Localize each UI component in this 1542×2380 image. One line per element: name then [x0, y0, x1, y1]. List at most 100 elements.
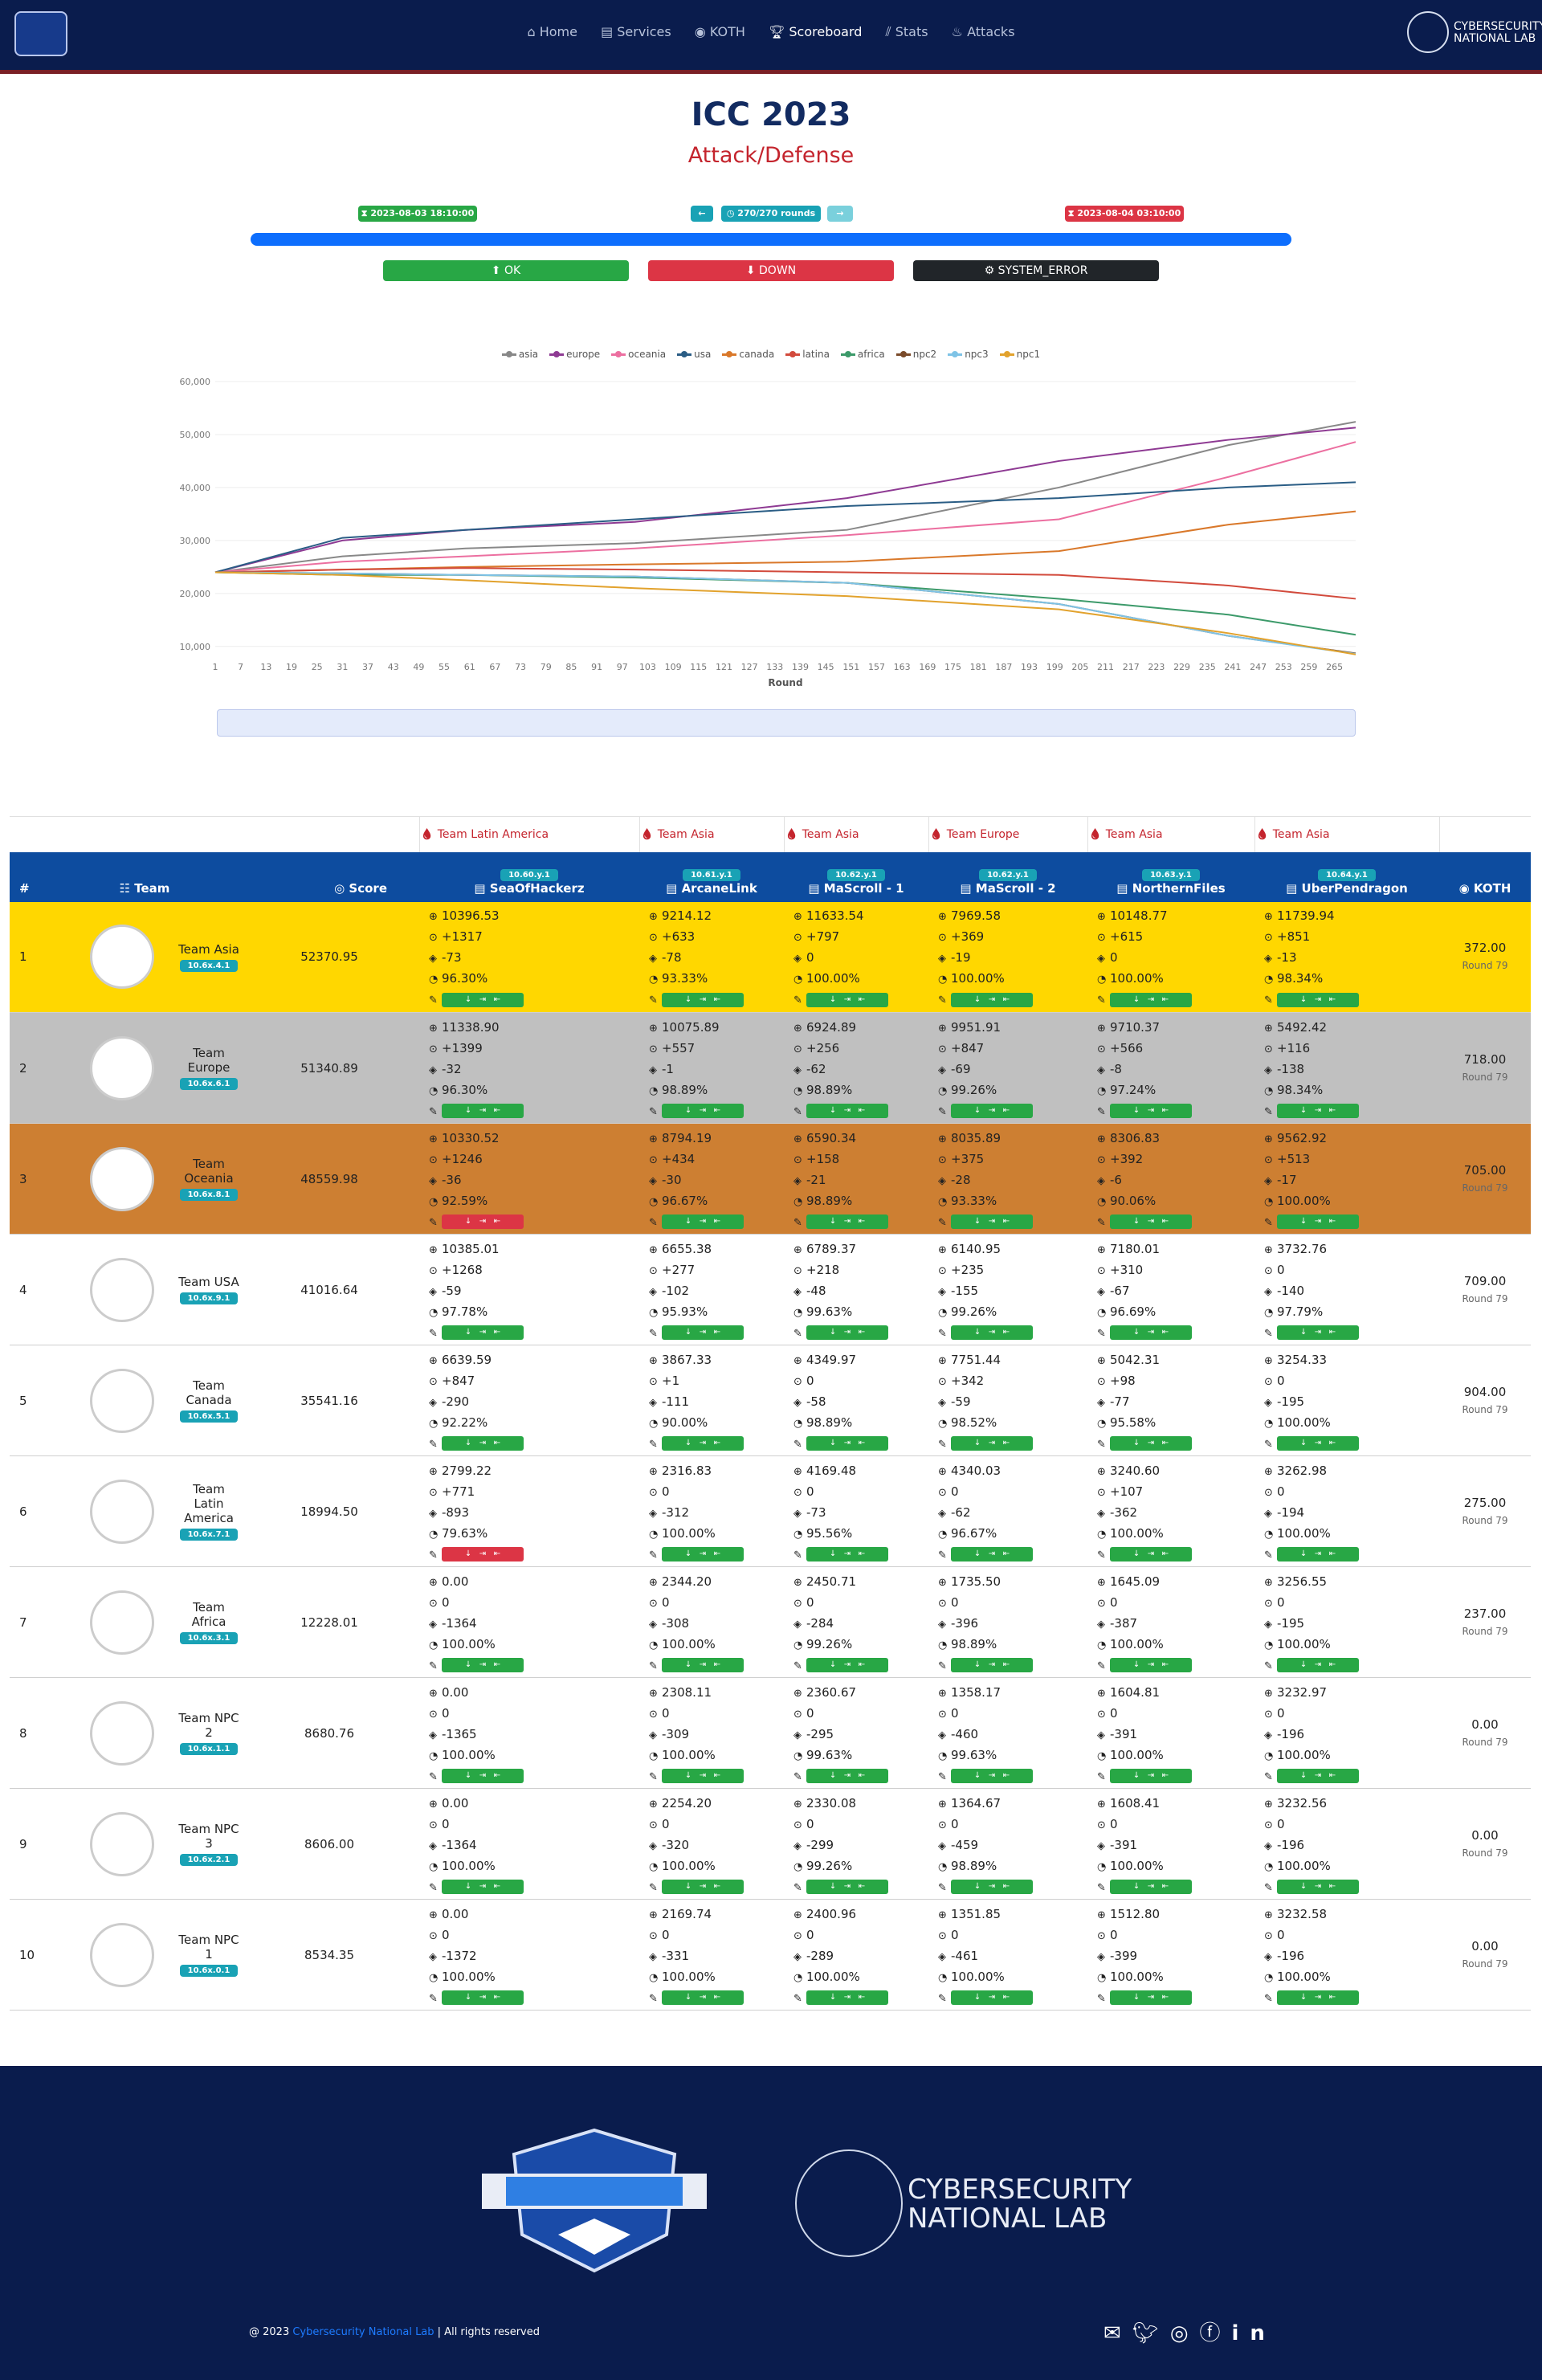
team-cell[interactable]: Team Africa 10.6x.3.1 — [50, 1566, 239, 1678]
service-status-bar[interactable]: ↓ ⇥ ⇤ — [951, 992, 1033, 1007]
chart-zoom-slider[interactable] — [217, 709, 1356, 737]
service-status-bar[interactable]: ↓ ⇥ ⇤ — [951, 1547, 1033, 1561]
legend-item[interactable]: europe — [549, 349, 600, 360]
service-status-bar[interactable]: ↓ ⇥ ⇤ — [1277, 1325, 1359, 1340]
service-status-bar[interactable]: ↓ ⇥ ⇤ — [662, 1990, 744, 2005]
service-status-bar[interactable]: ↓ ⇥ ⇤ — [806, 1325, 888, 1340]
legend-item[interactable]: npc1 — [999, 349, 1040, 360]
service-status-bar[interactable]: ↓ ⇥ ⇤ — [442, 1880, 524, 1894]
service-status-bar[interactable]: ↓ ⇥ ⇤ — [1110, 1990, 1192, 2005]
service-status-bar[interactable]: ↓ ⇥ ⇤ — [806, 1769, 888, 1783]
service-status-bar[interactable]: ↓ ⇥ ⇤ — [806, 1547, 888, 1561]
service-status-bar[interactable]: ↓ ⇥ ⇤ — [951, 1658, 1033, 1672]
service-status-bar[interactable]: ↓ ⇥ ⇤ — [1110, 1436, 1192, 1451]
service-status-bar[interactable]: ↓ ⇥ ⇤ — [1110, 992, 1192, 1007]
service-status-bar[interactable]: ↓ ⇥ ⇤ — [1277, 1658, 1359, 1672]
team-cell[interactable]: Team Latin America 10.6x.7.1 — [50, 1455, 239, 1567]
service-header[interactable]: 10.62.y.1 ▤ MaScroll - 2 — [928, 851, 1087, 902]
service-status-bar[interactable]: ↓ ⇥ ⇤ — [806, 1436, 888, 1451]
legend-item[interactable]: npc2 — [895, 349, 936, 360]
nav-scoreboard[interactable]: 🏆︎ Scoreboard — [768, 24, 863, 39]
service-status-bar[interactable]: ↓ ⇥ ⇤ — [806, 1104, 888, 1118]
service-status-bar[interactable]: ↓ ⇥ ⇤ — [442, 1547, 524, 1561]
nav-koth[interactable]: ◉ KOTH — [694, 24, 745, 39]
service-header[interactable]: 10.60.y.1 ▤ SeaOfHackerz — [419, 851, 639, 902]
service-header[interactable]: 10.64.y.1 ▤ UberPendragon — [1254, 851, 1439, 902]
twitter-icon[interactable]: 🐦︎ — [1132, 2321, 1170, 2345]
service-status-bar[interactable]: ↓ ⇥ ⇤ — [442, 1436, 524, 1451]
service-status-bar[interactable]: ↓ ⇥ ⇤ — [442, 1769, 524, 1783]
service-status-bar[interactable]: ↓ ⇥ ⇤ — [951, 1436, 1033, 1451]
email-icon[interactable]: ✉ — [1103, 2321, 1132, 2345]
legend-item[interactable]: usa — [677, 349, 711, 360]
service-status-bar[interactable]: ↓ ⇥ ⇤ — [442, 1325, 524, 1340]
instagram-icon[interactable]: ◎ — [1169, 2321, 1200, 2345]
service-status-bar[interactable]: ↓ ⇥ ⇤ — [662, 1658, 744, 1672]
team-cell[interactable]: Team NPC 3 10.6x.2.1 — [50, 1788, 239, 1900]
service-status-bar[interactable]: ↓ ⇥ ⇤ — [1110, 1769, 1192, 1783]
service-status-bar[interactable]: ↓ ⇥ ⇤ — [1110, 1214, 1192, 1229]
service-status-bar[interactable]: ↓ ⇥ ⇤ — [1110, 1658, 1192, 1672]
cnl-link[interactable]: Cybersecurity National Lab — [292, 2326, 434, 2338]
service-status-bar[interactable]: ↓ ⇥ ⇤ — [442, 1658, 524, 1672]
service-status-bar[interactable]: ↓ ⇥ ⇤ — [442, 1214, 524, 1229]
service-status-bar[interactable]: ↓ ⇥ ⇤ — [951, 1880, 1033, 1894]
legend-item[interactable]: asia — [501, 349, 538, 360]
service-status-bar[interactable]: ↓ ⇥ ⇤ — [662, 1880, 744, 1894]
team-cell[interactable]: Team Asia 10.6x.4.1 — [50, 901, 239, 1013]
nav-attacks[interactable]: ♨ Attacks — [951, 24, 1015, 39]
prev-round-button[interactable]: ← — [691, 206, 713, 222]
service-status-bar[interactable]: ↓ ⇥ ⇤ — [1110, 1547, 1192, 1561]
service-status-bar[interactable]: ↓ ⇥ ⇤ — [806, 1880, 888, 1894]
service-status-bar[interactable]: ↓ ⇥ ⇤ — [442, 1104, 524, 1118]
service-status-bar[interactable]: ↓ ⇥ ⇤ — [662, 992, 744, 1007]
nav-services[interactable]: ▤ Services — [601, 24, 671, 39]
linkedin-icon[interactable]: in — [1231, 2321, 1276, 2345]
service-header[interactable]: 10.62.y.1 ▤ MaScroll - 1 — [784, 851, 928, 902]
service-status-bar[interactable]: ↓ ⇥ ⇤ — [806, 1990, 888, 2005]
service-status-bar[interactable]: ↓ ⇥ ⇤ — [951, 1769, 1033, 1783]
service-status-bar[interactable]: ↓ ⇥ ⇤ — [806, 1214, 888, 1229]
legend-item[interactable]: oceania — [611, 349, 666, 360]
service-status-bar[interactable]: ↓ ⇥ ⇤ — [1277, 1547, 1359, 1561]
legend-item[interactable]: npc3 — [948, 349, 989, 360]
legend-item[interactable]: canada — [722, 349, 774, 360]
team-cell[interactable]: Team NPC 1 10.6x.0.1 — [50, 1899, 239, 2011]
service-status-bar[interactable]: ↓ ⇥ ⇤ — [442, 1990, 524, 2005]
service-status-bar[interactable]: ↓ ⇥ ⇤ — [662, 1325, 744, 1340]
service-status-bar[interactable]: ↓ ⇥ ⇤ — [1277, 1214, 1359, 1229]
service-status-bar[interactable]: ↓ ⇥ ⇤ — [662, 1104, 744, 1118]
service-header[interactable]: 10.63.y.1 ▤ NorthernFiles — [1087, 851, 1254, 902]
service-status-bar[interactable]: ↓ ⇥ ⇤ — [662, 1769, 744, 1783]
service-status-bar[interactable]: ↓ ⇥ ⇤ — [951, 1214, 1033, 1229]
service-status-bar[interactable]: ↓ ⇥ ⇤ — [662, 1547, 744, 1561]
cnl-logo[interactable] — [1407, 11, 1449, 53]
nav-stats[interactable]: ⫽ Stats — [885, 24, 928, 39]
service-status-bar[interactable]: ↓ ⇥ ⇤ — [662, 1214, 744, 1229]
service-status-bar[interactable]: ↓ ⇥ ⇤ — [1277, 1436, 1359, 1451]
team-cell[interactable]: Team Europe 10.6x.6.1 — [50, 1012, 239, 1124]
service-status-bar[interactable]: ↓ ⇥ ⇤ — [1277, 1880, 1359, 1894]
nav-home[interactable]: ⌂ Home — [527, 24, 577, 39]
service-status-bar[interactable]: ↓ ⇥ ⇤ — [951, 1990, 1033, 2005]
service-header[interactable]: 10.61.y.1 ▤ ArcaneLink — [639, 851, 784, 902]
service-status-bar[interactable]: ↓ ⇥ ⇤ — [1110, 1104, 1192, 1118]
team-cell[interactable]: Team NPC 2 10.6x.1.1 — [50, 1677, 239, 1789]
team-cell[interactable]: Team Oceania 10.6x.8.1 — [50, 1123, 239, 1235]
service-status-bar[interactable]: ↓ ⇥ ⇤ — [1277, 992, 1359, 1007]
service-status-bar[interactable]: ↓ ⇥ ⇤ — [951, 1104, 1033, 1118]
team-cell[interactable]: Team Canada 10.6x.5.1 — [50, 1345, 239, 1456]
legend-item[interactable]: africa — [840, 349, 885, 360]
service-status-bar[interactable]: ↓ ⇥ ⇤ — [806, 992, 888, 1007]
service-status-bar[interactable]: ↓ ⇥ ⇤ — [1110, 1325, 1192, 1340]
service-status-bar[interactable]: ↓ ⇥ ⇤ — [1277, 1990, 1359, 2005]
service-status-bar[interactable]: ↓ ⇥ ⇤ — [1277, 1104, 1359, 1118]
next-round-button[interactable]: → — [827, 206, 853, 222]
service-status-bar[interactable]: ↓ ⇥ ⇤ — [442, 992, 524, 1007]
team-cell[interactable]: Team USA 10.6x.9.1 — [50, 1234, 239, 1345]
facebook-icon[interactable]: ⓕ — [1199, 2321, 1232, 2345]
service-status-bar[interactable]: ↓ ⇥ ⇤ — [1277, 1769, 1359, 1783]
service-status-bar[interactable]: ↓ ⇥ ⇤ — [662, 1436, 744, 1451]
icc-logo[interactable] — [14, 11, 67, 56]
service-status-bar[interactable]: ↓ ⇥ ⇤ — [806, 1658, 888, 1672]
